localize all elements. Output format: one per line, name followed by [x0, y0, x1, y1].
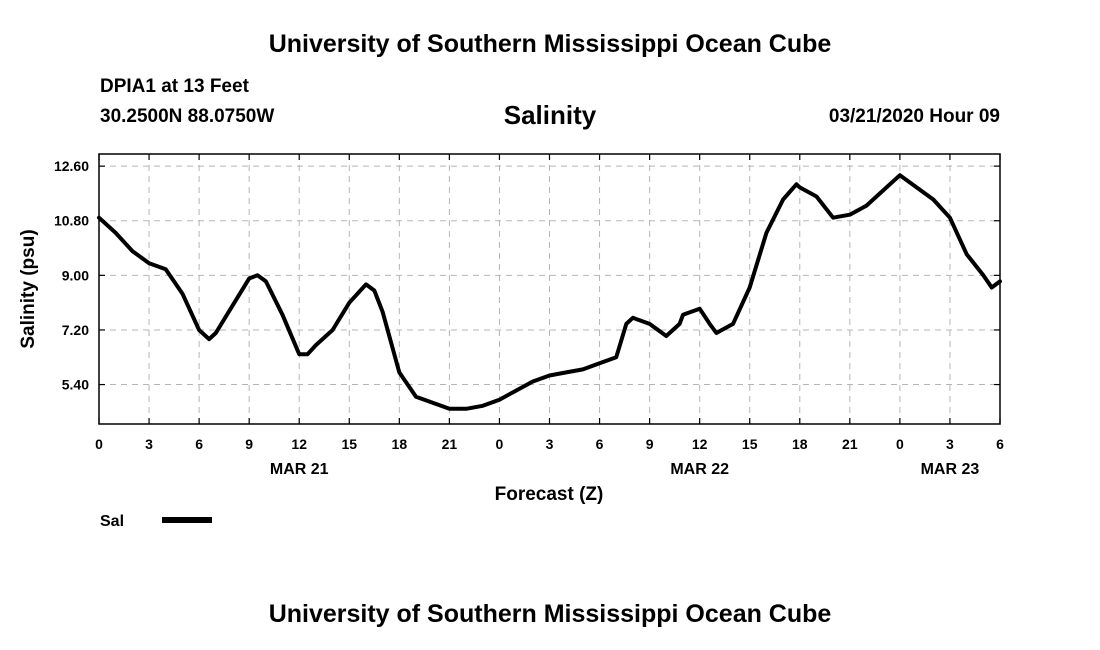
- x-tick-label: 0: [896, 436, 904, 452]
- station-location: 30.2500N 88.0750W: [100, 106, 275, 127]
- legend-label-sal: Sal: [100, 513, 124, 530]
- x-tick-label: 18: [392, 436, 408, 452]
- y-axis: 12.60 10.80 9.00 7.20 5.40: [54, 158, 1000, 393]
- x-date-label: MAR 21: [270, 461, 329, 478]
- series-line-sal: [97, 173, 1002, 411]
- x-tick-label: 6: [596, 436, 604, 452]
- x-tick-label: 0: [496, 436, 504, 452]
- x-tick-label: 3: [946, 436, 954, 452]
- x-tick-label: 12: [291, 436, 307, 452]
- x-tick-label: 3: [145, 436, 153, 452]
- y-axis-label: Salinity (psu): [18, 229, 39, 348]
- x-tick-label: 12: [692, 436, 708, 452]
- grid-lines: [99, 154, 1000, 424]
- x-tick-label: 15: [742, 436, 758, 452]
- x-date-label: MAR 22: [670, 461, 729, 478]
- x-date-label: MAR 23: [921, 461, 980, 478]
- x-tick-label: 3: [546, 436, 554, 452]
- variable-title: Salinity: [503, 100, 597, 130]
- page-title: University of Southern Mississippi Ocean…: [268, 30, 832, 58]
- x-tick-label: 21: [442, 436, 458, 452]
- forecast-datetime: 03/21/2020 Hour 09: [828, 106, 1000, 127]
- station-name: DPIA1 at 13 Feet: [100, 76, 249, 97]
- y-tick-label: 9.00: [62, 267, 89, 283]
- x-tick-label: 21: [842, 436, 858, 452]
- x-axis: 0 3 6 9 12 15 18 21 0 3 6 9 12 15 18 21 0 3 6 MAR 21 MAR 22 M…: [95, 154, 1004, 478]
- y-tick-label: 5.40: [62, 377, 89, 393]
- y-tick-label: 10.80: [54, 213, 89, 229]
- x-tick-label: 0: [95, 436, 103, 452]
- x-tick-label: 6: [996, 436, 1004, 452]
- x-tick-label: 15: [341, 436, 357, 452]
- footer-title: University of Southern Mississippi Ocean…: [268, 600, 832, 628]
- y-tick-label: 7.20: [62, 322, 89, 338]
- y-tick-label: 12.60: [54, 158, 89, 174]
- x-axis-label: Forecast (Z): [495, 484, 604, 505]
- x-tick-label: 18: [792, 436, 808, 452]
- x-tick-label: 9: [646, 436, 654, 452]
- x-tick-label: 9: [245, 436, 253, 452]
- x-tick-label: 6: [195, 436, 203, 452]
